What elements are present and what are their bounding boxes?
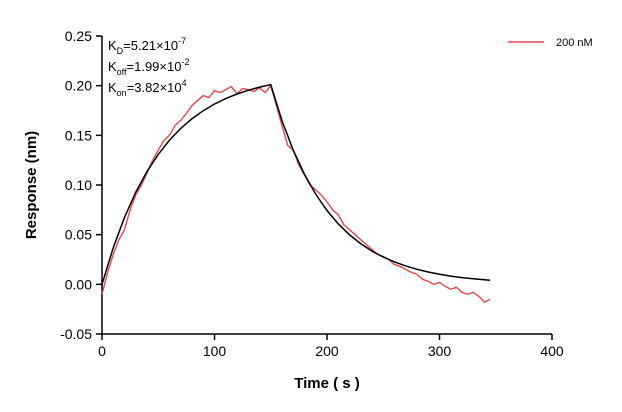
y-tick-label: -0.05 — [60, 326, 92, 342]
y-tick-label: 0.20 — [65, 78, 92, 94]
x-tick-label: 400 — [540, 343, 564, 359]
annotation-sub: D — [117, 46, 124, 56]
x-tick-label: 100 — [203, 343, 227, 359]
annotation-sup: 4 — [182, 78, 187, 88]
y-axis-label: Response (nm) — [23, 131, 40, 239]
fit-line — [101, 83, 491, 285]
annotation: Kon=3.82×104 — [108, 78, 187, 98]
legend-label: 200 nM — [556, 37, 593, 49]
annotation-sub: off — [117, 67, 127, 77]
y-tick-label: 0.05 — [65, 227, 92, 243]
annotation-sup: -7 — [178, 36, 186, 46]
x-tick-label: 200 — [315, 343, 339, 359]
y-tick-label: 0.10 — [65, 177, 92, 193]
annotation-text: =5.21×10 — [123, 38, 178, 53]
y-tick-label: 0.00 — [65, 276, 92, 292]
annotation: Koff=1.99×10-2 — [108, 57, 189, 77]
annotation-k: K — [108, 38, 117, 53]
x-tick-label: 300 — [428, 343, 452, 359]
annotation-text: =1.99×10 — [127, 59, 182, 74]
annotation-sub: on — [117, 88, 127, 98]
annotation-sup: -2 — [181, 57, 189, 67]
y-tick-label: 0.25 — [65, 28, 92, 44]
annotation-k: K — [108, 80, 117, 95]
y-tick-label: 0.15 — [65, 127, 92, 143]
annotation-k: K — [108, 59, 117, 74]
data-line — [101, 84, 491, 304]
x-tick-label: 0 — [98, 343, 106, 359]
x-axis-label: Time ( s ) — [294, 375, 360, 392]
annotation: KD=5.21×10-7 — [108, 36, 186, 56]
annotation-text: =3.82×10 — [127, 80, 182, 95]
